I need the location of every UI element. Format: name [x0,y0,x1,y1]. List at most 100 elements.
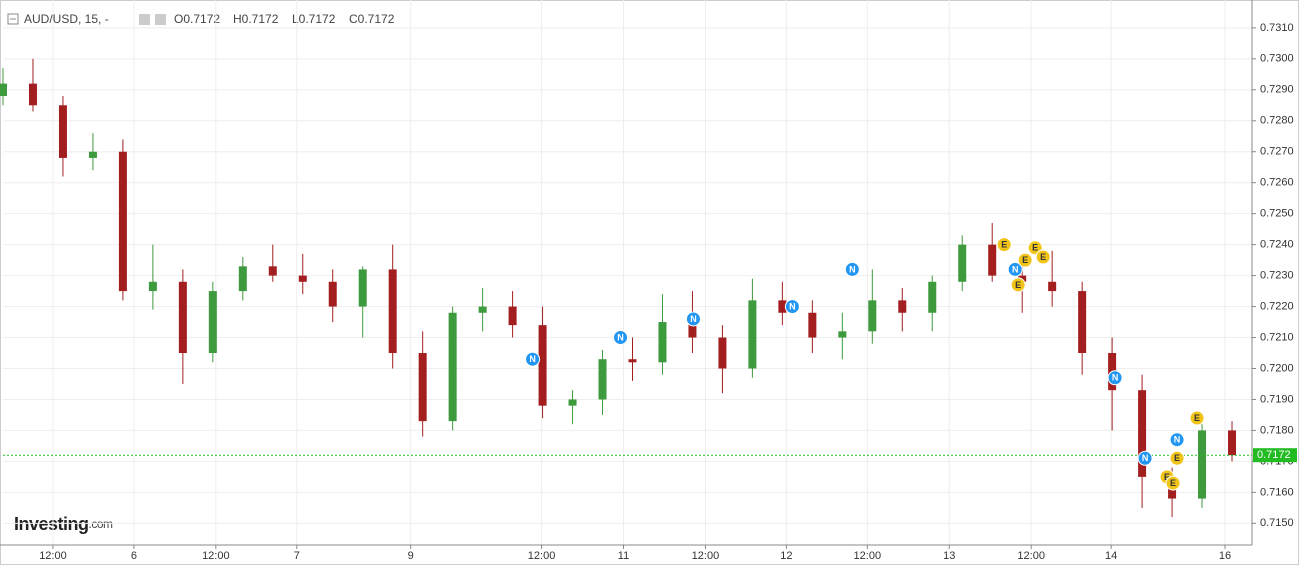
event-marker [996,237,1012,253]
y-tick-label: 0.7310 [1260,22,1294,34]
event-label: E [1022,255,1028,265]
y-tick-label: 0.7190 [1260,393,1294,405]
candle-body [208,291,217,354]
plot [0,0,1252,545]
candle-body [28,83,37,106]
y-tick-label: 0.7240 [1260,239,1294,251]
x-tick-label: 12:00 [854,550,882,562]
y-tick-label: 0.7180 [1260,424,1294,436]
y-tick-label: 0.7270 [1260,146,1294,158]
event-marker [1169,432,1185,448]
x-tick-label: 12:00 [692,550,720,562]
event-label: E [1174,453,1180,463]
candle-body [748,300,757,369]
x-tick-label: 9 [408,550,414,562]
candle-body [418,353,427,422]
candle-body [58,105,67,158]
y-tick-label: 0.7300 [1260,53,1294,65]
candle-body [1078,291,1087,354]
candle-body [658,322,667,363]
y-tick-label: 0.7220 [1260,300,1294,312]
event-label: E [1170,478,1176,488]
close: C0.7172 [349,12,395,26]
symbol: AUD/USD, 15, - [24,12,109,26]
event-label: E [1040,252,1046,262]
candle-body [568,399,577,406]
settings-icon[interactable] [155,14,166,25]
y-tick-label: 0.7290 [1260,84,1294,96]
y-tick-label: 0.7250 [1260,208,1294,220]
low: L0.7172 [292,12,336,26]
candle-body [88,151,97,158]
y-tick-label: 0.7200 [1260,362,1294,374]
x-tick-label: 13 [943,550,955,562]
candle-body [808,312,817,338]
event-marker [1107,370,1123,386]
high: H0.7172 [233,12,279,26]
event-marker [1165,475,1181,491]
last-price-box [1253,448,1297,463]
event-marker [1017,252,1033,268]
x-tick-label: 7 [294,550,300,562]
x-tick-label: 6 [131,550,137,562]
event-marker [1010,277,1026,293]
event-label: N [690,314,697,324]
y-tick-label: 0.7230 [1260,270,1294,282]
event-label: N [529,354,536,364]
x-tick-label: 16 [1219,550,1231,562]
candle-body [838,331,847,338]
candle-body [1198,430,1207,499]
collapse-icon[interactable] [7,13,19,25]
candle-body [238,266,247,292]
event-label: N [1142,453,1149,463]
y-tick-label: 0.7260 [1260,177,1294,189]
event-label: E [1164,472,1170,482]
event-marker [1169,450,1185,466]
candle-body [388,269,397,354]
candle-body [898,300,907,313]
candle-body [988,244,997,276]
candle-body [268,266,277,276]
last-price-label: 0.7172 [1257,449,1291,461]
open: O0.7172 [174,12,220,26]
y-tick-label: 0.7160 [1260,486,1294,498]
candle-body [448,312,457,422]
y-tick-label: 0.7150 [1260,517,1294,529]
event-label: N [849,264,856,274]
candle-body [478,306,487,313]
candle-body [1228,430,1237,456]
candle-body [928,281,937,313]
event-label: E [1032,243,1038,253]
x-tick-label: 12 [780,550,792,562]
x-tick-label: 14 [1105,550,1117,562]
event-label: E [1015,280,1021,290]
candle-body [178,281,187,354]
event-marker [1137,450,1153,466]
candle-body [628,359,637,363]
event-marker [844,261,860,277]
candle-body [508,306,517,326]
x-tick-label: 12:00 [1017,550,1045,562]
event-label: E [1194,413,1200,423]
candle-body [778,300,787,313]
candle-body [868,300,877,332]
y-tick-label: 0.7280 [1260,115,1294,127]
x-tick-label: 12:00 [202,550,230,562]
logo-suffix: .com [89,517,114,531]
x-tick-label: 11 [618,550,629,562]
event-marker [613,330,629,346]
header: AUD/USD, 15, - O0.7172 H0.7172 L0.7172 C… [7,12,395,26]
eye-icon[interactable] [139,14,150,25]
candle-body [358,269,367,307]
event-marker [1189,410,1205,426]
candle-body [538,325,547,406]
event-label: N [789,301,796,311]
candle-body [598,359,607,400]
y-tick-label: 0.7210 [1260,331,1294,343]
event-label: N [617,332,624,342]
candle-body [718,337,727,369]
x-tick-label: 12:00 [528,550,556,562]
candle-body [688,322,697,338]
candle-body [148,281,157,292]
